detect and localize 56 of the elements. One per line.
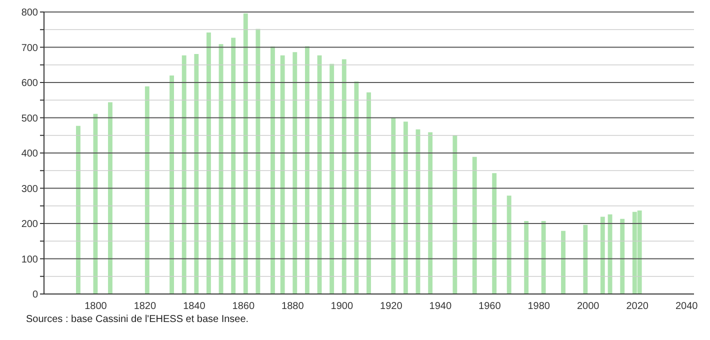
bar [366,92,371,294]
bar [391,118,396,294]
y-tick-label: 0 [32,290,38,301]
bar [76,126,80,294]
y-tick-label: 500 [21,113,38,124]
y-tick-label: 800 [21,8,38,19]
bar [354,81,359,294]
bar [292,52,298,294]
bar [561,230,566,294]
x-tick-label: 1960 [478,301,502,312]
bar [243,13,248,294]
bar [182,55,186,294]
bar [280,55,285,294]
x-tick-label: 1980 [528,301,550,312]
x-tick-label: 1820 [134,301,157,312]
bar [506,196,512,294]
x-tick-label: 2000 [577,301,600,312]
y-tick-label: 400 [21,148,38,160]
bar [330,64,334,294]
bar [231,38,236,294]
bar [342,59,346,294]
x-tick-label: 2040 [675,301,698,312]
bar [541,221,546,294]
x-tick-label: 1880 [282,301,304,312]
x-tick-label: 1940 [429,301,452,312]
bar [93,114,98,294]
x-tick-label: 1900 [330,301,354,312]
bar [403,122,408,294]
bar [108,102,112,294]
y-tick-label: 200 [21,219,38,230]
bar [472,156,477,294]
bar [428,132,433,294]
bar [608,214,612,294]
x-tick-label: 1860 [232,301,255,312]
y-tick-label: 700 [21,42,38,54]
bar [144,86,150,294]
source-note: Sources : base Cassini de l'EHESS et base Insee. [26,314,250,325]
bar [524,221,529,294]
bar [492,173,497,294]
y-tick-label: 600 [21,78,38,90]
bar [452,135,458,294]
x-tick-label: 1840 [183,301,206,312]
bar [583,224,588,294]
bar [194,54,199,294]
y-tick-label: 100 [21,254,38,266]
bar [256,28,260,294]
x-tick-label: 1920 [380,301,403,312]
x-tick-label: 2020 [626,301,649,312]
bar [600,216,605,294]
bar [304,46,310,294]
x-tick-label: 1800 [84,301,108,312]
bar [620,218,625,294]
bar [206,32,211,294]
y-tick-label: 300 [21,184,38,195]
bar [170,75,174,294]
bar [270,46,275,294]
